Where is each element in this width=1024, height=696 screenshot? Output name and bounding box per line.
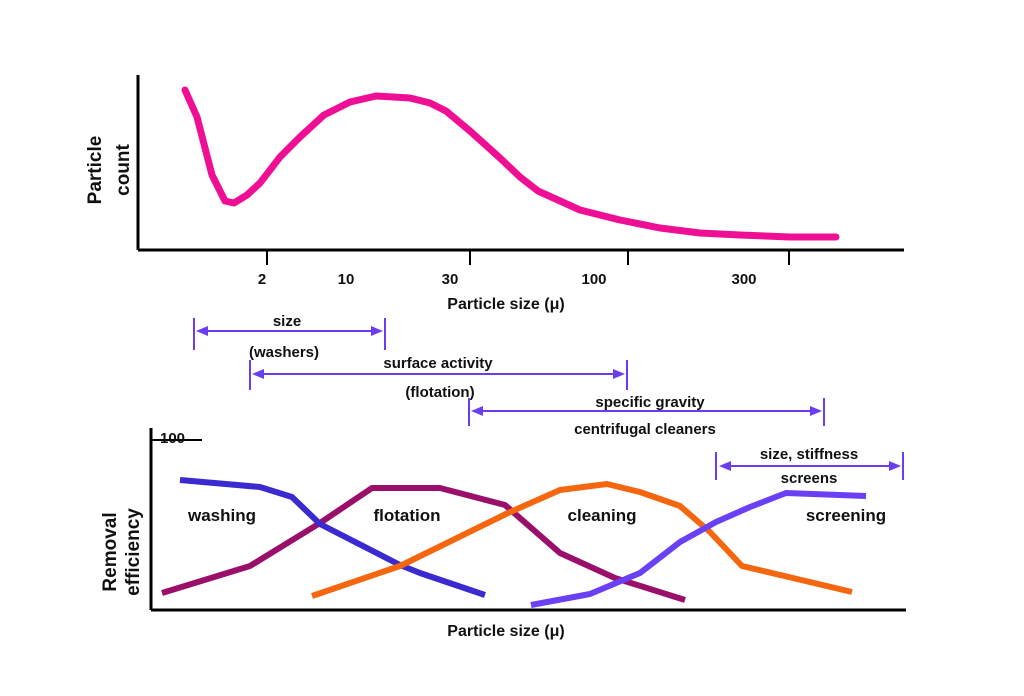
top-y-axis-label-line1: Particle — [85, 136, 106, 205]
screening-curve — [530, 490, 867, 608]
top-tick-label-10: 10 — [338, 271, 355, 288]
curve-label-flotation: flotation — [373, 506, 440, 525]
y-100-tick-label: 100 — [160, 430, 185, 447]
arrowhead-left-icon — [252, 369, 264, 379]
range-specific-gravity-cleaners — [468, 398, 825, 426]
top-tick-label-30: 30 — [442, 271, 459, 288]
washing-curve — [179, 477, 486, 598]
flotation-curve — [161, 485, 686, 603]
arrowhead-right-icon — [810, 406, 822, 416]
arrowhead-right-icon — [371, 326, 383, 336]
curve-label-screening: screening — [806, 506, 886, 525]
top-tick-label-300: 300 — [731, 271, 756, 288]
curve-label-washing: washing — [187, 506, 256, 525]
arrowhead-right-icon — [889, 461, 901, 471]
range-label-washers: (washers) — [249, 344, 319, 361]
top-y-axis-label-line2: count — [113, 143, 134, 195]
arrowhead-left-icon — [719, 461, 731, 471]
bottom-y-axis-label-line2: efficiency — [123, 508, 144, 596]
top-tick-label-2: 2 — [258, 271, 266, 288]
range-label-specific-gravity: specific gravity — [595, 394, 705, 411]
range-size-washers — [193, 318, 386, 350]
bottom-x-axis-title: Particle size (μ) — [447, 623, 564, 640]
range-label-size: size — [273, 313, 301, 330]
curve-label-cleaning: cleaning — [568, 506, 637, 525]
range-label-size-stiffness: size, stiffness — [760, 446, 858, 463]
range-surface-activity-flotation — [249, 360, 628, 390]
arrowhead-right-icon — [613, 369, 625, 379]
range-label-screens: screens — [781, 470, 838, 487]
top-x-axis-title: Particle size (μ) — [447, 296, 564, 313]
range-label-surface-activity: surface activity — [383, 355, 493, 372]
range-label-flotation: (flotation) — [405, 384, 474, 401]
top-tick-label-100: 100 — [581, 271, 606, 288]
arrowhead-left-icon — [196, 326, 208, 336]
range-label-centrifugal-cleaners: centrifugal cleaners — [574, 421, 716, 438]
bottom-y-axis-label-line1: Removal — [100, 512, 121, 591]
cleaning-curve — [311, 481, 853, 599]
bottom-plot: 100 Particle size (μ) Removal efficiency… — [100, 428, 906, 640]
range-size-stiffness-screens — [715, 452, 904, 480]
arrowhead-left-icon — [471, 406, 483, 416]
top-plot: 2 10 30 100 300 Particle size (μ) Partic… — [85, 75, 904, 313]
particle-count-curve — [181, 86, 840, 241]
